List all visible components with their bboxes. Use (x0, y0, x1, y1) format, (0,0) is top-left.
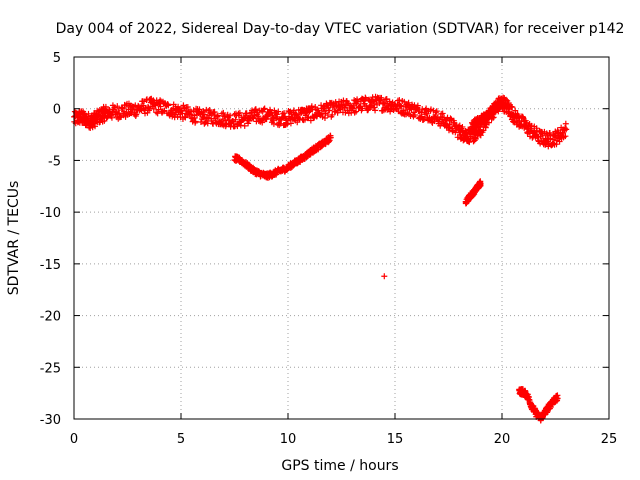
x-tick-label: 5 (177, 432, 185, 447)
x-tick-label: 20 (494, 432, 511, 447)
data-point (150, 105, 157, 112)
data-point (326, 107, 333, 114)
series-arc-8h (231, 132, 334, 181)
plot-frame (73, 56, 610, 420)
data-point (305, 114, 312, 121)
data-point (241, 122, 248, 129)
data-point (108, 114, 115, 121)
data-point (509, 104, 516, 111)
data-point (270, 120, 277, 127)
data-point (165, 102, 172, 109)
ticks: 0 5 10 15 20 25 5 0 -5 -10 -15 -20 -25 -30 (40, 51, 618, 447)
y-tick-label: -15 (40, 258, 61, 273)
data-point (549, 136, 556, 143)
data-point (192, 118, 199, 125)
data-point (556, 138, 563, 145)
y-tick-label: -10 (40, 206, 61, 221)
data-point (372, 107, 379, 114)
data-point (444, 114, 451, 121)
data-point (378, 94, 385, 101)
data-point (485, 119, 492, 126)
data-point (432, 109, 439, 116)
data-point (562, 125, 569, 132)
data-point (236, 109, 243, 116)
data-point (439, 110, 446, 117)
data-point (222, 117, 229, 124)
data-point (304, 115, 311, 122)
data-point (341, 104, 348, 111)
data-point (275, 108, 282, 115)
data-point (539, 132, 546, 139)
x-tick-label: 10 (280, 432, 297, 447)
data-point (411, 112, 418, 119)
data-point (381, 273, 388, 280)
data-point (554, 395, 561, 402)
data-point (353, 108, 360, 115)
data-point (414, 102, 421, 109)
data-point (114, 103, 121, 110)
x-tick-label: 0 (70, 432, 78, 447)
y-tick-label: -20 (40, 310, 61, 325)
series-isolated-point (381, 273, 388, 280)
y-axis-title: SDTVAR / TECUs (6, 181, 22, 296)
data-point (563, 126, 570, 133)
data-point (562, 120, 569, 127)
x-axis-title: GPS time / hours (281, 458, 398, 474)
y-tick-label: 5 (53, 51, 61, 66)
data-point (329, 111, 336, 118)
data-point (362, 95, 369, 102)
series-upper-branch (469, 96, 505, 132)
data-point (245, 120, 252, 127)
data-point (214, 112, 221, 119)
data-point (405, 99, 412, 106)
y-tick-label: -30 (40, 413, 61, 428)
data-point (398, 103, 405, 110)
data-point (287, 120, 294, 127)
data-point (201, 111, 208, 118)
data-point (133, 111, 140, 118)
series-bottom-curve (516, 386, 561, 424)
data-point (433, 108, 440, 115)
data-point (545, 143, 552, 150)
y-tick-label: -25 (40, 361, 61, 376)
data-point (220, 109, 227, 116)
series-short-19h (462, 178, 484, 207)
data-point (472, 135, 479, 142)
series-main-band (71, 93, 570, 150)
data-point (386, 98, 393, 105)
data-point (542, 141, 549, 148)
data-point (85, 110, 92, 117)
x-tick-label: 15 (387, 432, 404, 447)
data-layer (71, 93, 570, 424)
y-tick-label: -5 (48, 154, 61, 169)
data-point (157, 103, 164, 110)
data-point (499, 99, 505, 106)
data-point (259, 119, 266, 126)
data-point (260, 106, 267, 113)
data-point (252, 106, 259, 113)
data-point (227, 112, 234, 119)
chart-title: Day 004 of 2022, Sidereal Day-to-day VTE… (56, 21, 625, 37)
data-point (396, 97, 403, 104)
y-tick-label: 0 (53, 103, 61, 118)
data-point (397, 102, 404, 109)
data-point (550, 140, 557, 147)
data-point (477, 180, 484, 187)
data-point (327, 134, 334, 141)
data-point (179, 110, 186, 117)
data-point (293, 111, 300, 118)
data-point (281, 110, 288, 117)
data-point (562, 133, 569, 140)
data-point (92, 123, 99, 130)
data-point (232, 116, 239, 123)
data-point (261, 105, 268, 112)
x-tick-label: 25 (601, 432, 618, 447)
